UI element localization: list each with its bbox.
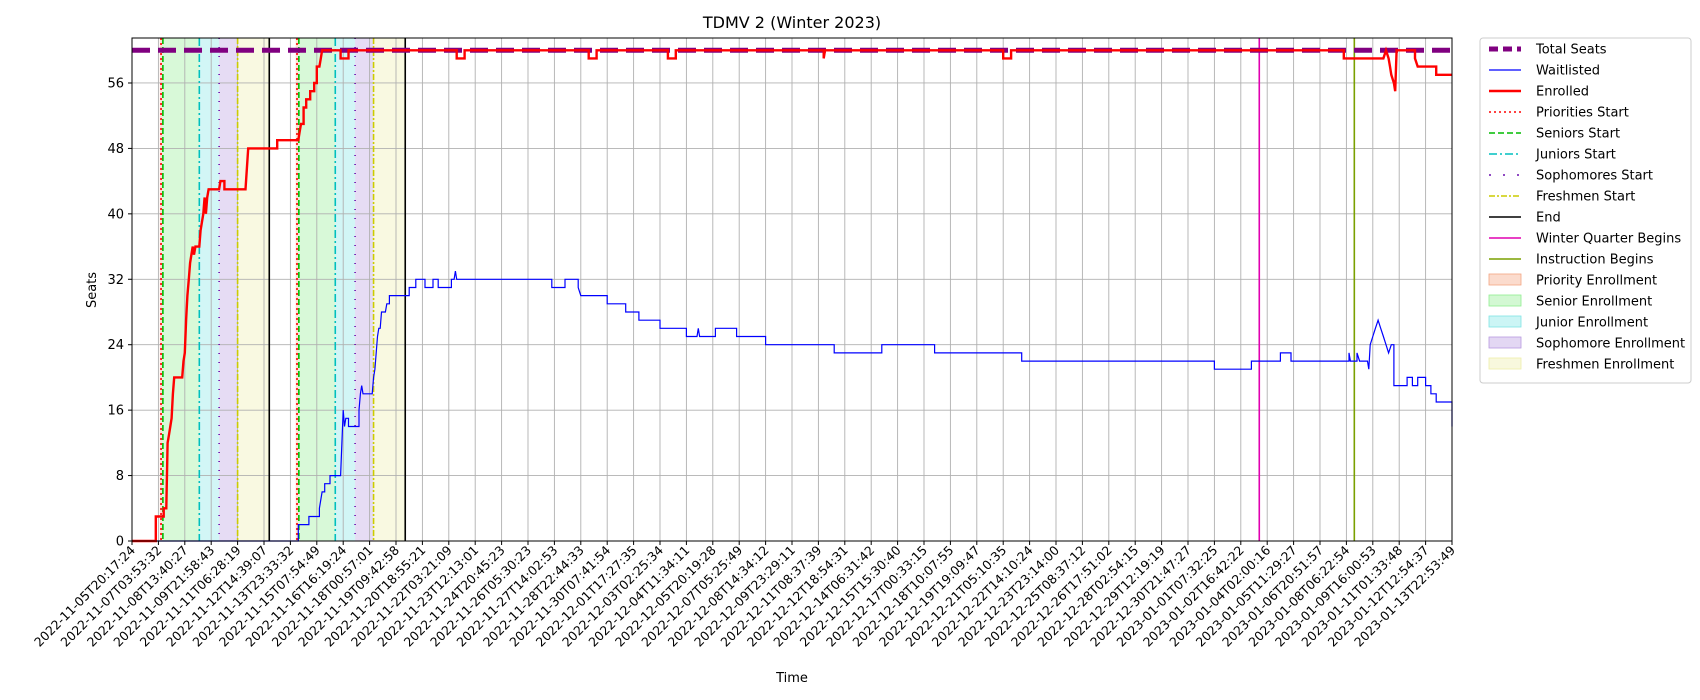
legend-label-freshmen-start: Freshmen Start (1536, 190, 1635, 205)
y-tick-label: 0 (116, 535, 124, 550)
legend-label-seniors-start: Seniors Start (1536, 127, 1620, 142)
y-tick-label: 56 (107, 76, 124, 91)
legend-label-sophomore-enrollment: Sophomore Enrollment (1536, 337, 1685, 352)
legend-label-sophomores-start: Sophomores Start (1536, 169, 1653, 184)
x-axis-ticks: 2022-11-05T20:17:242022-11-07T03:53:3220… (31, 541, 1458, 650)
legend: Total Seats Waitlisted Enrolled Priorities … (1479, 37, 1692, 384)
y-tick-label: 48 (107, 142, 124, 157)
x-axis-label: Time (775, 671, 808, 686)
y-tick-label: 16 (107, 404, 124, 419)
legend-swatch-freshmen-enrollment (1488, 357, 1522, 370)
y-tick-label: 24 (107, 338, 124, 353)
chart-title: TDMV 2 (Winter 2023) (702, 13, 881, 32)
legend-label-priorities-start: Priorities Start (1536, 106, 1629, 121)
legend-label-end: End (1536, 211, 1561, 226)
legend-label-freshmen-enrollment: Freshmen Enrollment (1536, 358, 1674, 373)
region-freshmen-enrollment (373, 38, 406, 541)
legend-label-instruction-begins: Instruction Begins (1536, 253, 1654, 268)
legend-label-senior-enrollment: Senior Enrollment (1536, 295, 1652, 310)
series-waitlisted (132, 271, 1453, 542)
region-sophomore-enrollment (219, 38, 238, 541)
region-freshmen-enrollment (237, 38, 270, 541)
legend-label-priority-enrollment: Priority Enrollment (1536, 274, 1657, 289)
legend-swatch-senior-enrollment (1488, 294, 1522, 307)
legend-label-junior-enrollment: Junior Enrollment (1535, 316, 1648, 331)
y-axis-ticks: 0 8 16 24 32 40 48 56 (107, 76, 132, 550)
vertical-markers (160, 38, 1356, 541)
grid (131, 38, 1453, 542)
legend-label-waitlisted: Waitlisted (1536, 64, 1600, 79)
legend-label-enrolled: Enrolled (1536, 85, 1589, 100)
legend-swatch-sophomore-enrollment (1488, 336, 1522, 349)
series-enrolled (132, 46, 1452, 543)
y-tick-label: 8 (116, 469, 124, 484)
region-sophomore-enrollment (355, 38, 374, 541)
legend-label-total-seats: Total Seats (1535, 43, 1607, 58)
legend-swatch-priority-enrollment (1488, 273, 1522, 286)
legend-label-juniors-start: Juniors Start (1535, 148, 1616, 163)
y-tick-label: 40 (107, 207, 124, 222)
legend-swatch-junior-enrollment (1488, 315, 1522, 328)
enrollment-regions (159, 38, 406, 541)
region-senior-enrollment (162, 38, 200, 541)
y-tick-label: 32 (107, 273, 124, 288)
series-lines (132, 46, 1453, 543)
region-junior-enrollment (335, 38, 356, 541)
legend-box (1479, 37, 1692, 384)
region-junior-enrollment (199, 38, 220, 541)
y-axis-label: Seats (85, 272, 100, 308)
legend-label-winter-quarter-begins: Winter Quarter Begins (1536, 232, 1681, 247)
